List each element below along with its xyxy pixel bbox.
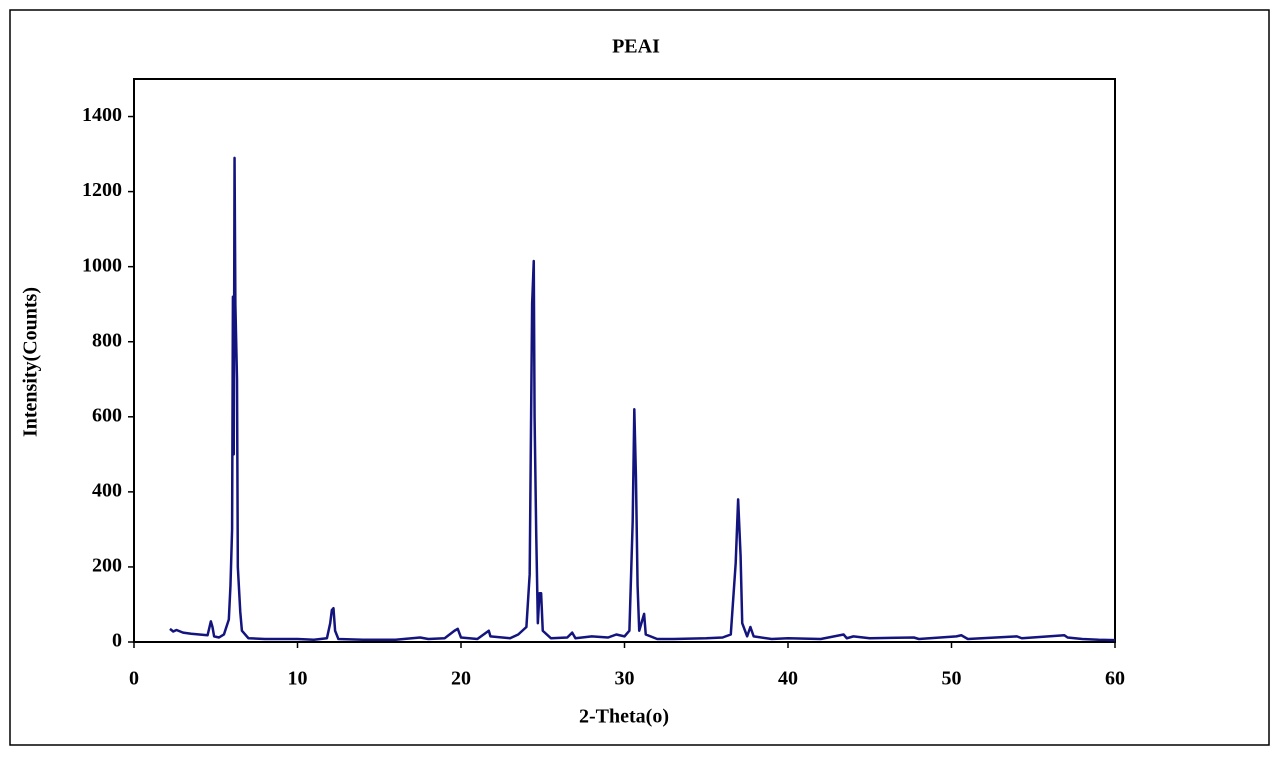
y-tick-label: 1200 — [82, 179, 122, 201]
plot-area — [133, 78, 1116, 643]
y-tick-label: 1000 — [82, 254, 122, 276]
x-tick-label: 0 — [129, 668, 139, 690]
y-tick-label: 800 — [92, 329, 122, 351]
y-tick-label: 600 — [92, 404, 122, 426]
frame — [9, 9, 1270, 746]
y-axis-label: Intensity(Counts) — [20, 287, 42, 437]
x-tick-label: 50 — [942, 668, 962, 690]
x-tick-label: 30 — [615, 668, 635, 690]
y-tick-label: 200 — [92, 555, 122, 577]
x-axis-label: 2-Theta(o) — [579, 706, 669, 728]
x-tick-label: 60 — [1105, 668, 1125, 690]
y-tick-label: 1400 — [82, 104, 122, 126]
x-tick-label: 40 — [778, 668, 798, 690]
x-tick-label: 10 — [288, 668, 308, 690]
data-line — [169, 156, 1116, 642]
x-tick-label: 20 — [451, 668, 471, 690]
y-tick-label: 400 — [92, 479, 122, 501]
y-tick-label: 0 — [112, 630, 122, 652]
chart-title: PEAI — [612, 36, 660, 58]
